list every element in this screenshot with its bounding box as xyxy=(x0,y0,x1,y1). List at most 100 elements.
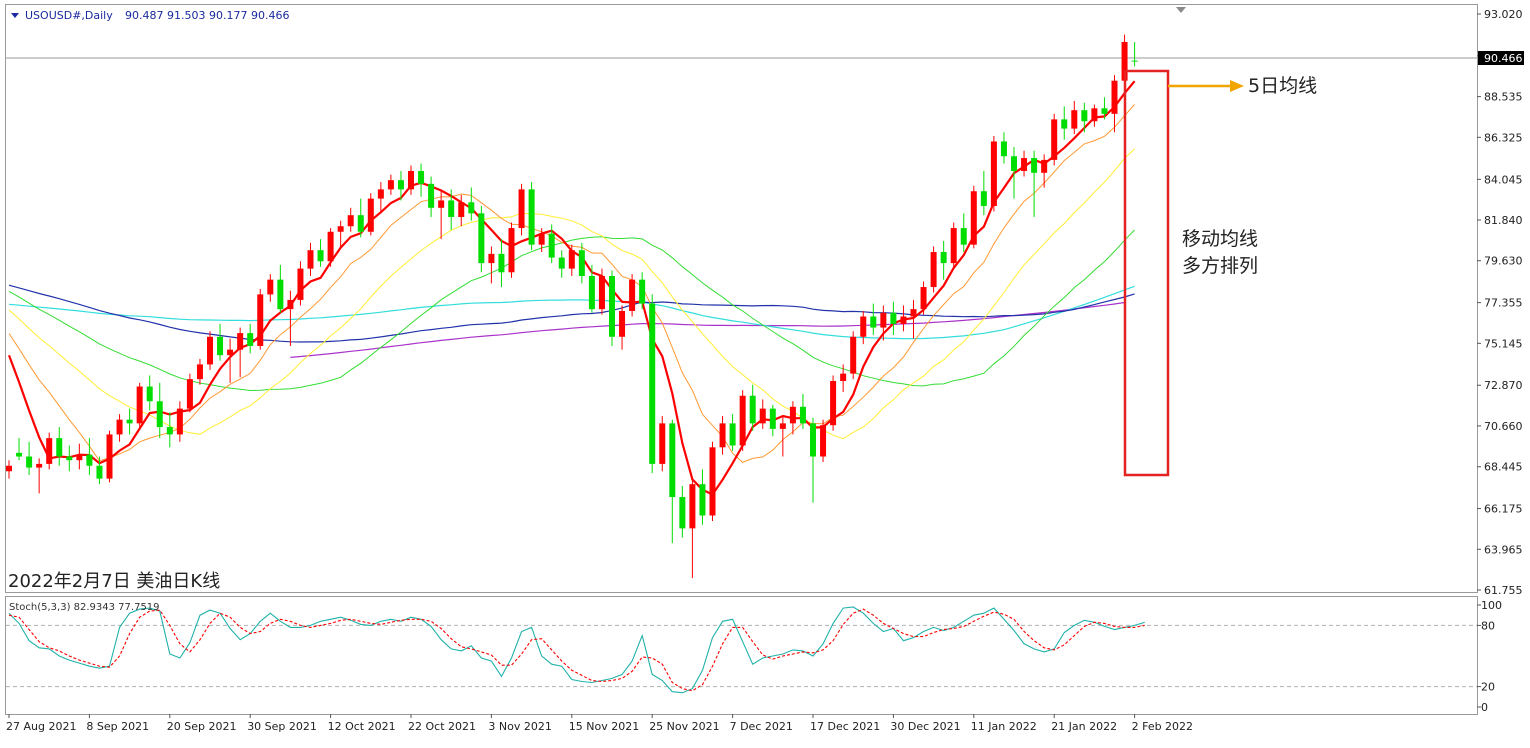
time-tick-label: 17 Dec 2021 xyxy=(810,720,880,733)
ma-line-34 xyxy=(8,229,1135,392)
candle-body xyxy=(890,312,897,324)
candle-body xyxy=(76,454,83,461)
candle xyxy=(458,194,465,227)
time-tick-label: 8 Sep 2021 xyxy=(86,720,149,733)
candle-body xyxy=(900,316,907,324)
ma-line-60 xyxy=(8,284,1135,343)
candle xyxy=(880,305,887,341)
candle-body xyxy=(679,497,686,529)
candle-body xyxy=(789,406,796,424)
candle xyxy=(820,419,827,463)
ohlc-label: 90.487 91.503 90.177 90.466 xyxy=(125,9,289,22)
candle xyxy=(528,182,535,251)
candle xyxy=(649,294,656,474)
candle xyxy=(317,239,324,267)
candle xyxy=(146,375,153,411)
candle-body xyxy=(1081,110,1088,122)
candle-body xyxy=(347,215,354,227)
candle-body xyxy=(920,287,927,310)
candle xyxy=(297,261,304,306)
candle xyxy=(980,170,987,216)
candle-body xyxy=(207,336,213,365)
candle xyxy=(538,228,545,253)
candle xyxy=(910,299,917,339)
candle-body xyxy=(498,253,505,273)
ma-line-100 xyxy=(8,285,1135,340)
candle-body xyxy=(1021,158,1028,171)
price-tick-label: 63.965 xyxy=(1484,543,1523,556)
stochastic-panel: 100 80 20 0 Stoch(5,3,3) 82.9343 77.7519 xyxy=(6,599,1502,714)
candle xyxy=(860,310,867,345)
candle-body xyxy=(840,373,847,381)
candle-body xyxy=(960,228,967,245)
candle xyxy=(598,268,605,315)
time-tick-label: 7 Dec 2021 xyxy=(730,720,793,733)
candle-body xyxy=(870,316,877,328)
candle xyxy=(237,327,244,378)
candle xyxy=(759,399,766,429)
candle xyxy=(327,228,334,267)
candle xyxy=(6,460,12,479)
time-tick-label: 27 Aug 2021 xyxy=(6,720,76,733)
candle-body xyxy=(970,191,977,245)
candle xyxy=(196,358,203,385)
candle xyxy=(76,443,83,470)
candle xyxy=(96,456,103,485)
candle xyxy=(870,303,877,335)
chart-caption: 2022年2月7日 美油日K线 xyxy=(8,571,220,592)
candle-body xyxy=(548,233,555,258)
candle xyxy=(769,404,776,437)
candle-body xyxy=(810,423,816,457)
chart-shift-marker-icon[interactable] xyxy=(1176,7,1186,13)
price-tick-label: 68.445 xyxy=(1484,461,1523,474)
candle xyxy=(900,305,907,332)
candle-body xyxy=(1031,158,1038,173)
candle xyxy=(116,414,123,442)
candle-body xyxy=(1061,119,1068,129)
candle-body xyxy=(860,316,867,337)
candle xyxy=(106,430,113,483)
candle-body xyxy=(508,228,515,273)
candle xyxy=(709,441,716,522)
candle-body xyxy=(759,408,766,424)
candle xyxy=(397,170,404,201)
candle xyxy=(669,419,676,544)
candle-body xyxy=(478,213,485,264)
candle xyxy=(1041,154,1048,188)
candle xyxy=(970,185,977,249)
candle xyxy=(850,331,857,380)
candle xyxy=(66,445,73,472)
candle xyxy=(749,384,756,431)
candle xyxy=(830,375,837,431)
price-tick-label: 66.175 xyxy=(1484,503,1523,516)
candle xyxy=(217,323,224,361)
candle xyxy=(267,274,274,302)
time-tick-label: 22 Oct 2021 xyxy=(408,720,476,733)
candle xyxy=(558,250,565,278)
candle-body xyxy=(438,200,445,208)
candle xyxy=(679,486,686,538)
candle-body xyxy=(56,438,63,457)
stoch-line-main xyxy=(8,606,1145,694)
stoch-panel-frame xyxy=(5,596,1478,715)
candle xyxy=(337,220,344,249)
stoch-tick-label: 100 xyxy=(1481,599,1502,612)
candle-body xyxy=(267,279,274,295)
ma5-label: 5日均线 xyxy=(1248,75,1317,97)
candle xyxy=(1071,100,1078,135)
candle-body xyxy=(850,336,857,374)
price-tick-label: 81.840 xyxy=(1484,214,1523,227)
candle-body xyxy=(649,303,656,464)
symbol-dropdown-icon[interactable] xyxy=(11,13,19,18)
main-panel-frame xyxy=(5,4,1478,593)
candle xyxy=(468,187,475,221)
ma-line-20 xyxy=(8,148,1135,440)
stoch-tick-label: 20 xyxy=(1481,681,1495,694)
price-tick-label: 84.045 xyxy=(1484,173,1523,186)
candle-body xyxy=(769,408,776,429)
candle xyxy=(1111,75,1118,133)
candle-body xyxy=(598,275,605,310)
candle-body xyxy=(1091,108,1098,122)
price-tick-label: 70.660 xyxy=(1484,420,1523,433)
candle-body xyxy=(719,423,726,448)
